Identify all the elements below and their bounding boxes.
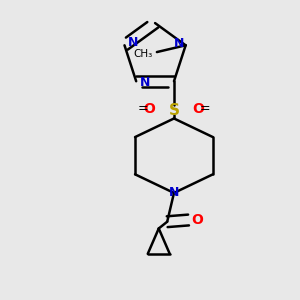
Text: O: O bbox=[144, 102, 155, 116]
Text: N: N bbox=[169, 186, 179, 200]
Text: N: N bbox=[128, 36, 138, 49]
Text: O: O bbox=[192, 102, 204, 116]
Text: =: = bbox=[138, 102, 148, 115]
Text: S: S bbox=[169, 103, 179, 118]
Text: N: N bbox=[174, 37, 184, 50]
Text: O: O bbox=[191, 213, 203, 227]
Text: N: N bbox=[140, 76, 150, 89]
Text: CH₃: CH₃ bbox=[134, 49, 153, 59]
Text: =: = bbox=[200, 102, 210, 115]
